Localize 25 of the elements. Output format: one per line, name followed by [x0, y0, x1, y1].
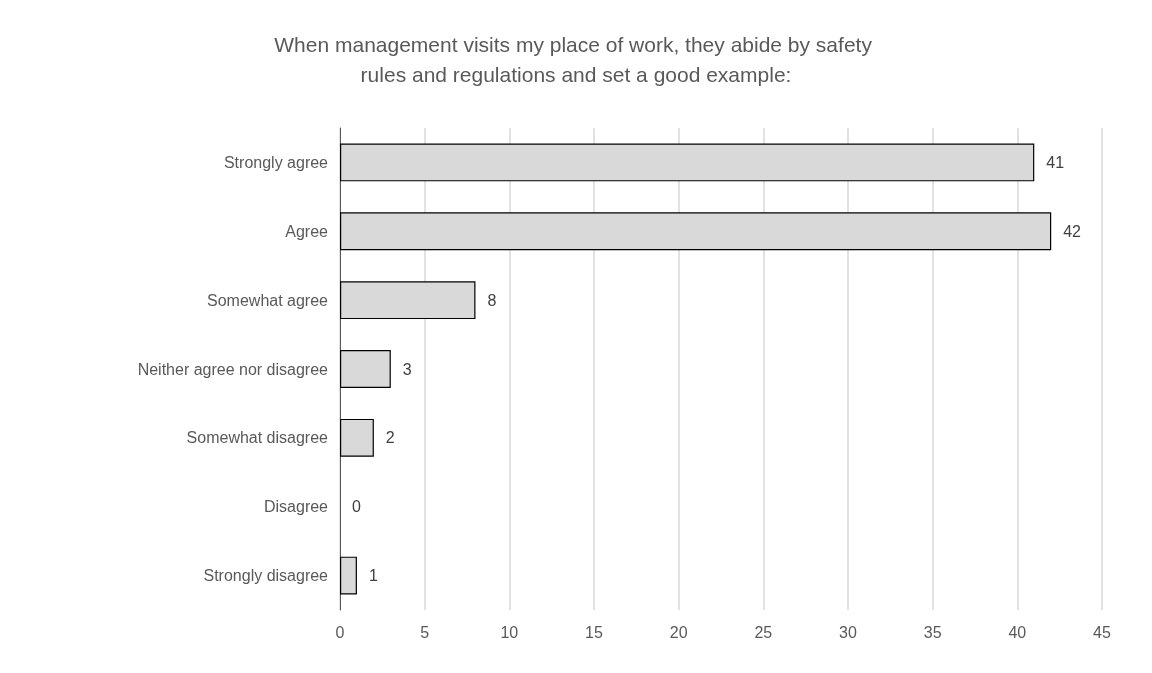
- data-label: 2: [385, 429, 395, 447]
- y-tick-label: Somewhat agree: [207, 291, 329, 309]
- data-label: 3: [402, 360, 412, 378]
- y-tick-label: Neither agree nor disagree: [137, 360, 329, 378]
- x-tick-label: 5: [420, 623, 430, 641]
- x-tick-label: 15: [585, 623, 603, 641]
- x-tick-label: 10: [500, 623, 519, 641]
- data-label: 0: [352, 498, 361, 516]
- x-tick-label: 45: [1093, 623, 1111, 641]
- y-tick-label: Disagree: [263, 498, 329, 516]
- chart-title: When management visits my place of work, they abide by safety rules and regulations and set a good example:: [274, 32, 878, 86]
- y-tick-label: Strongly disagree: [203, 567, 329, 585]
- data-label: 1: [368, 567, 378, 585]
- x-tick-label: 0: [335, 623, 345, 641]
- data-label: 41: [1046, 153, 1065, 171]
- x-tick-label: 30: [839, 623, 857, 641]
- x-tick-label: 35: [923, 623, 942, 641]
- y-tick-label: Agree: [285, 222, 329, 240]
- data-label: 8: [487, 291, 497, 309]
- x-tick-label: 40: [1008, 623, 1027, 641]
- data-label: 42: [1063, 222, 1082, 240]
- x-tick-label: 25: [754, 623, 773, 641]
- y-tick-label: Somewhat disagree: [186, 429, 329, 447]
- x-tick-label: 20: [669, 623, 688, 641]
- y-tick-label: Strongly agree: [223, 153, 329, 171]
